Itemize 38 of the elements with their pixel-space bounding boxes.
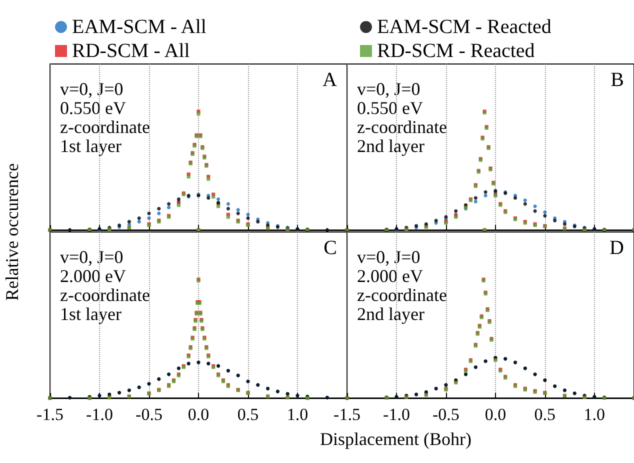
x-axis-title: Displacement (Bohr) [320, 429, 472, 449]
text: v=0, J=0 [357, 79, 420, 99]
x-tick-label: -1.5 [334, 405, 360, 424]
text: B [610, 69, 624, 91]
text: D [610, 237, 624, 259]
legend-label: RD-SCM - All [72, 40, 190, 62]
annotation: z-coordinate [60, 285, 150, 305]
legend-label: RD-SCM - Reacted [377, 40, 535, 62]
y-axis-title: Relative occurence [2, 163, 22, 301]
annotation: z-coordinate [357, 285, 447, 305]
x-tick-label: 0.0 [484, 405, 506, 424]
annotation: z-coordinate [60, 117, 150, 137]
x-tick-label: -1.5 [36, 405, 64, 424]
annotation: 1st layer [60, 136, 122, 156]
annotation: 2nd layer [357, 136, 424, 156]
x-tick-label: 1.0 [584, 405, 606, 424]
annotation: 1st layer [60, 304, 122, 324]
annotation: z-coordinate [357, 117, 447, 137]
annotation: 0.550 eV [60, 98, 126, 118]
x-tick-label: -0.5 [432, 405, 460, 424]
x-tick-label: -1.0 [86, 405, 113, 424]
annotation: 2nd layer [357, 304, 424, 324]
x-tick-label: 0.0 [188, 405, 210, 424]
text: A [322, 69, 338, 91]
x-tick-label: 1.0 [286, 405, 308, 424]
text: C [324, 237, 338, 259]
annotation: 0.550 eV [357, 98, 423, 118]
x-tick-label: 0.5 [237, 405, 259, 424]
text: v=0, J=0 [60, 79, 124, 99]
legend-label: EAM-SCM - Reacted [377, 16, 552, 38]
text: v=0, J=0 [60, 247, 124, 267]
x-tick-label: 0.5 [534, 405, 556, 424]
annotation: 2.000 eV [60, 266, 126, 286]
x-tick-label: -0.5 [136, 405, 162, 424]
text: v=0, J=0 [357, 247, 420, 267]
annotation: 2.000 eV [357, 266, 423, 286]
legend-label: EAM-SCM - All [72, 16, 207, 38]
x-tick-label: -1.0 [383, 405, 410, 424]
